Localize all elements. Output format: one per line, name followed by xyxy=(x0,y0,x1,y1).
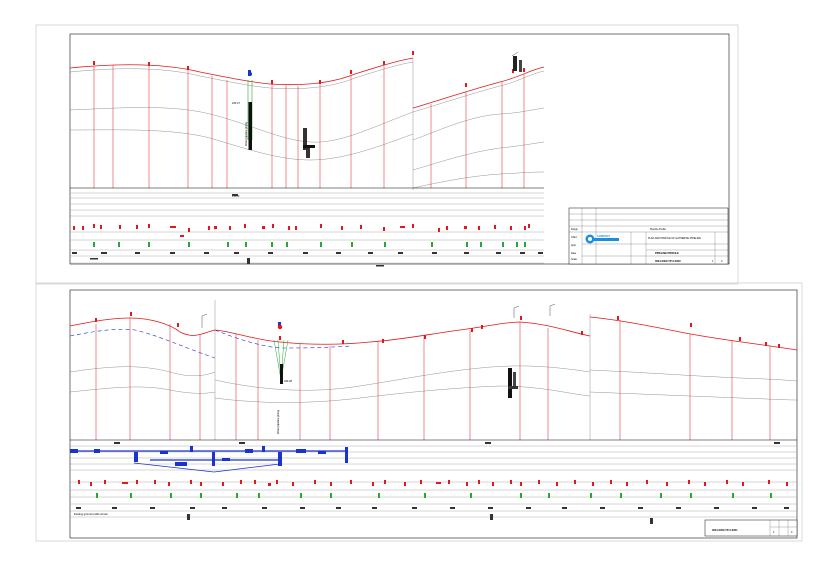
ground-line xyxy=(69,57,414,86)
title-block-header: Pipeline Profile xyxy=(650,228,667,231)
sheet2-green-markers xyxy=(96,493,772,498)
sheet-title: PIPELINE PROFILE xyxy=(655,251,679,255)
blue-pipe-schematic xyxy=(70,446,348,473)
title-description: PLAN AND PROFILE OF GATHERING PIPELINE xyxy=(648,237,701,240)
sheet1-red-labels xyxy=(73,224,530,237)
revision: 0 xyxy=(721,260,723,263)
well-label: Water pipeline pitting xyxy=(244,121,248,146)
elevation-label: 183.37 xyxy=(232,101,240,105)
sheet1-green-markers xyxy=(93,242,526,247)
drawing-number: 0001-0000-TP-0-0000 xyxy=(655,259,681,263)
tb-row-1: Chkd xyxy=(571,236,577,239)
sheet2-title-block: 0001-0000-TP-0-0001 2 0 xyxy=(704,519,798,537)
pipe-profile xyxy=(69,328,216,359)
sheet2-red-labels xyxy=(78,480,788,486)
sheet2-note: Existing ground profile shown xyxy=(74,512,108,516)
sheet2-elevation-label: 183.28 xyxy=(284,379,292,383)
title-block: Pipeline Profile Desgn Chkd Appr Date Sc… xyxy=(568,207,729,265)
sheet2-outer-border xyxy=(35,282,803,542)
sheet2-profile: 183.28 Water pipeline pitting xyxy=(69,300,798,524)
sheet2-data-bands xyxy=(70,445,797,518)
sheet2-drawing-number: 0001-0000-TP-0-0001 xyxy=(712,528,738,532)
sheet1-outer-border xyxy=(35,24,739,285)
sheet1-profile: 183.37 Water pipeline pitting 15+00 xyxy=(69,51,545,267)
company-logo: COMPANY xyxy=(585,234,619,244)
sheet2-ground-line xyxy=(69,317,591,345)
sheet1-data-bands xyxy=(70,192,544,264)
sheet2-well-label: Water pipeline pitting xyxy=(276,409,280,434)
sheet-number: 1 xyxy=(712,260,714,263)
brand-text: COMPANY xyxy=(597,234,610,238)
tb-row-2: Appr xyxy=(571,244,576,247)
tb-row-3: Date xyxy=(571,252,577,255)
sheet1-well: 183.37 Water pipeline pitting xyxy=(232,70,253,150)
sheet2-revision: 0 xyxy=(791,531,793,534)
sheet2-sheet-number: 2 xyxy=(773,531,775,534)
tb-row-0: Desgn xyxy=(571,228,579,231)
sheet1-frame xyxy=(69,33,730,265)
sheet2-well: 183.28 Water pipeline pitting xyxy=(273,322,292,434)
sheet2-frame xyxy=(69,289,798,539)
tb-row-4: Scale xyxy=(571,258,578,261)
